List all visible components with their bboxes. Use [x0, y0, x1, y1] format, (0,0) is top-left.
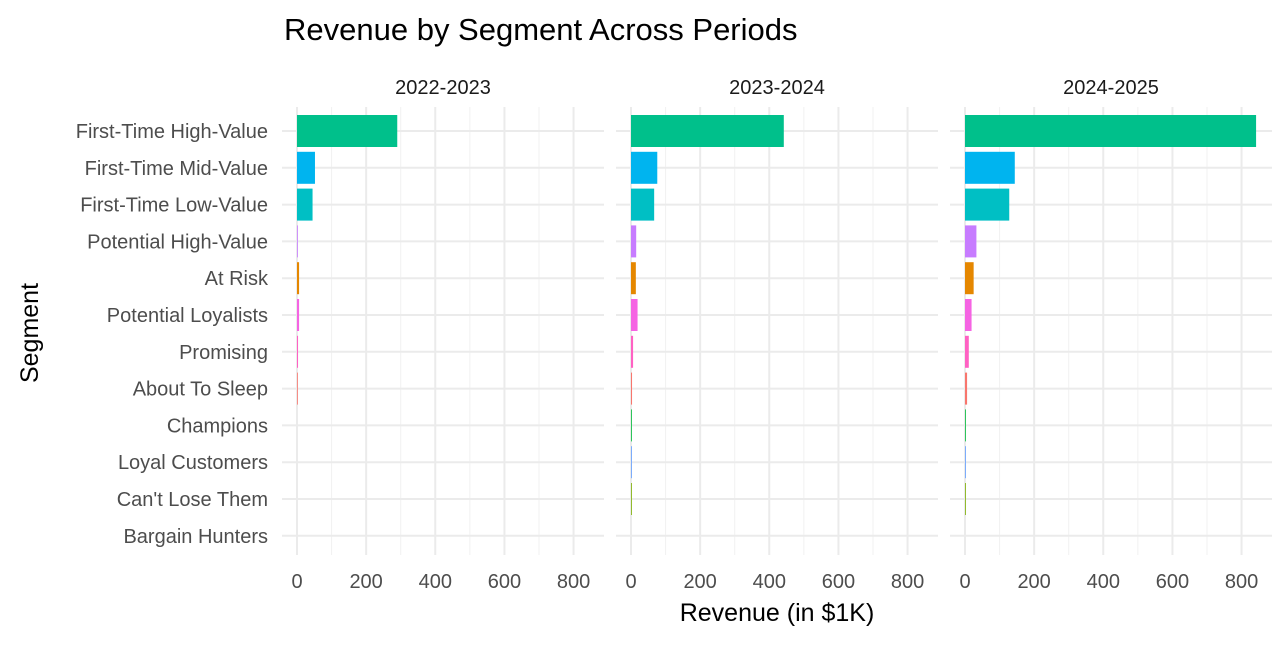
bar-2024-2025-champions	[965, 409, 966, 442]
x-tick-label: 200	[1017, 571, 1050, 593]
bar-2024-2025-at-risk	[965, 262, 974, 295]
x-tick-label: 0	[625, 571, 636, 593]
y-tick-label-champions: Champions	[167, 415, 268, 437]
y-tick-label-at-risk: At Risk	[205, 268, 269, 290]
bar-2023-2024-first-time-low-value	[631, 188, 655, 221]
bar-2023-2024-potential-loyalists	[631, 299, 638, 331]
chart-title: Revenue by Segment Across Periods	[284, 12, 798, 47]
bar-2023-2024-about-to-sleep	[631, 372, 633, 405]
y-axis-title: Segment	[16, 283, 44, 383]
bar-2024-2025-potential-loyalists	[965, 299, 972, 331]
x-tick-label: 400	[753, 571, 786, 593]
facet-strip-label: 2023-2024	[729, 77, 825, 99]
y-tick-label-first-time-mid-value: First-Time Mid-Value	[85, 158, 268, 180]
y-tick-label-can-t-lose-them: Can't Lose Them	[117, 489, 268, 511]
bar-2024-2025-about-to-sleep	[965, 372, 968, 405]
x-tick-label: 800	[1225, 571, 1258, 593]
bar-2023-2024-first-time-high-value	[631, 115, 784, 147]
x-tick-label: 600	[822, 571, 855, 593]
x-axis-title: Revenue (in $1K)	[680, 599, 875, 627]
bar-2023-2024-loyal-customers	[631, 446, 632, 479]
bar-2024-2025-can-t-lose-them	[965, 483, 966, 515]
x-tick-label: 200	[683, 571, 716, 593]
x-tick-label: 0	[959, 571, 970, 593]
bar-2023-2024-can-t-lose-them	[631, 483, 632, 515]
panel-2024-2025: 2024-2025 0 200 400 600 800	[950, 77, 1272, 593]
bar-2024-2025-potential-high-value	[965, 225, 977, 258]
bar-2024-2025-loyal-customers	[965, 446, 966, 479]
y-tick-label-potential-high-value: Potential High-Value	[87, 231, 268, 253]
x-tick-label: 600	[1156, 571, 1189, 593]
bar-2023-2024-potential-high-value	[631, 225, 637, 258]
bar-2022-2023-potential-high-value	[297, 225, 298, 258]
panel-2023-2024: 2023-2024 0 200 400 600 800	[616, 77, 938, 593]
x-tick-label: 800	[891, 571, 924, 593]
bar-2024-2025-first-time-low-value	[965, 188, 1010, 221]
bar-2022-2023-about-to-sleep	[297, 372, 298, 405]
bar-2024-2025-first-time-mid-value	[965, 151, 1015, 184]
y-tick-label-first-time-low-value: First-Time Low-Value	[80, 195, 268, 217]
x-tick-label: 400	[419, 571, 452, 593]
y-tick-label-loyal-customers: Loyal Customers	[118, 452, 268, 474]
bar-2024-2025-promising	[965, 335, 969, 368]
bar-2024-2025-first-time-high-value	[965, 115, 1257, 147]
y-tick-label-promising: Promising	[179, 342, 268, 364]
bar-2022-2023-first-time-low-value	[297, 188, 313, 221]
bar-2022-2023-first-time-mid-value	[297, 151, 315, 184]
bar-2022-2023-promising	[297, 335, 299, 368]
y-tick-label-about-to-sleep: About To Sleep	[133, 379, 268, 401]
x-tick-label: 800	[557, 571, 590, 593]
facet-strip-label: 2022-2023	[395, 77, 491, 99]
category-axis-labels: First-Time High-Value First-Time Mid-Valu…	[76, 121, 269, 548]
x-tick-label: 0	[291, 571, 302, 593]
facet-panels: 2022-2023 0 200 400 600 800 2023-2024 0 200 400 60…	[282, 77, 1272, 593]
bar-2023-2024-first-time-mid-value	[631, 151, 658, 184]
bar-2022-2023-first-time-high-value	[297, 115, 398, 147]
facet-strip-label: 2024-2025	[1063, 77, 1159, 99]
bar-2023-2024-champions	[631, 409, 632, 442]
x-tick-label: 600	[488, 571, 521, 593]
y-tick-label-first-time-high-value: First-Time High-Value	[76, 121, 268, 143]
bar-2022-2023-at-risk	[297, 262, 300, 295]
panel-2022-2023: 2022-2023 0 200 400 600 800	[282, 77, 604, 593]
y-tick-label-potential-loyalists: Potential Loyalists	[107, 305, 268, 327]
bar-2023-2024-at-risk	[631, 262, 636, 295]
y-tick-label-bargain-hunters: Bargain Hunters	[123, 526, 268, 548]
x-tick-label: 200	[349, 571, 382, 593]
bar-2023-2024-promising	[631, 335, 634, 368]
bar-2022-2023-potential-loyalists	[297, 299, 300, 331]
x-tick-label: 400	[1087, 571, 1120, 593]
